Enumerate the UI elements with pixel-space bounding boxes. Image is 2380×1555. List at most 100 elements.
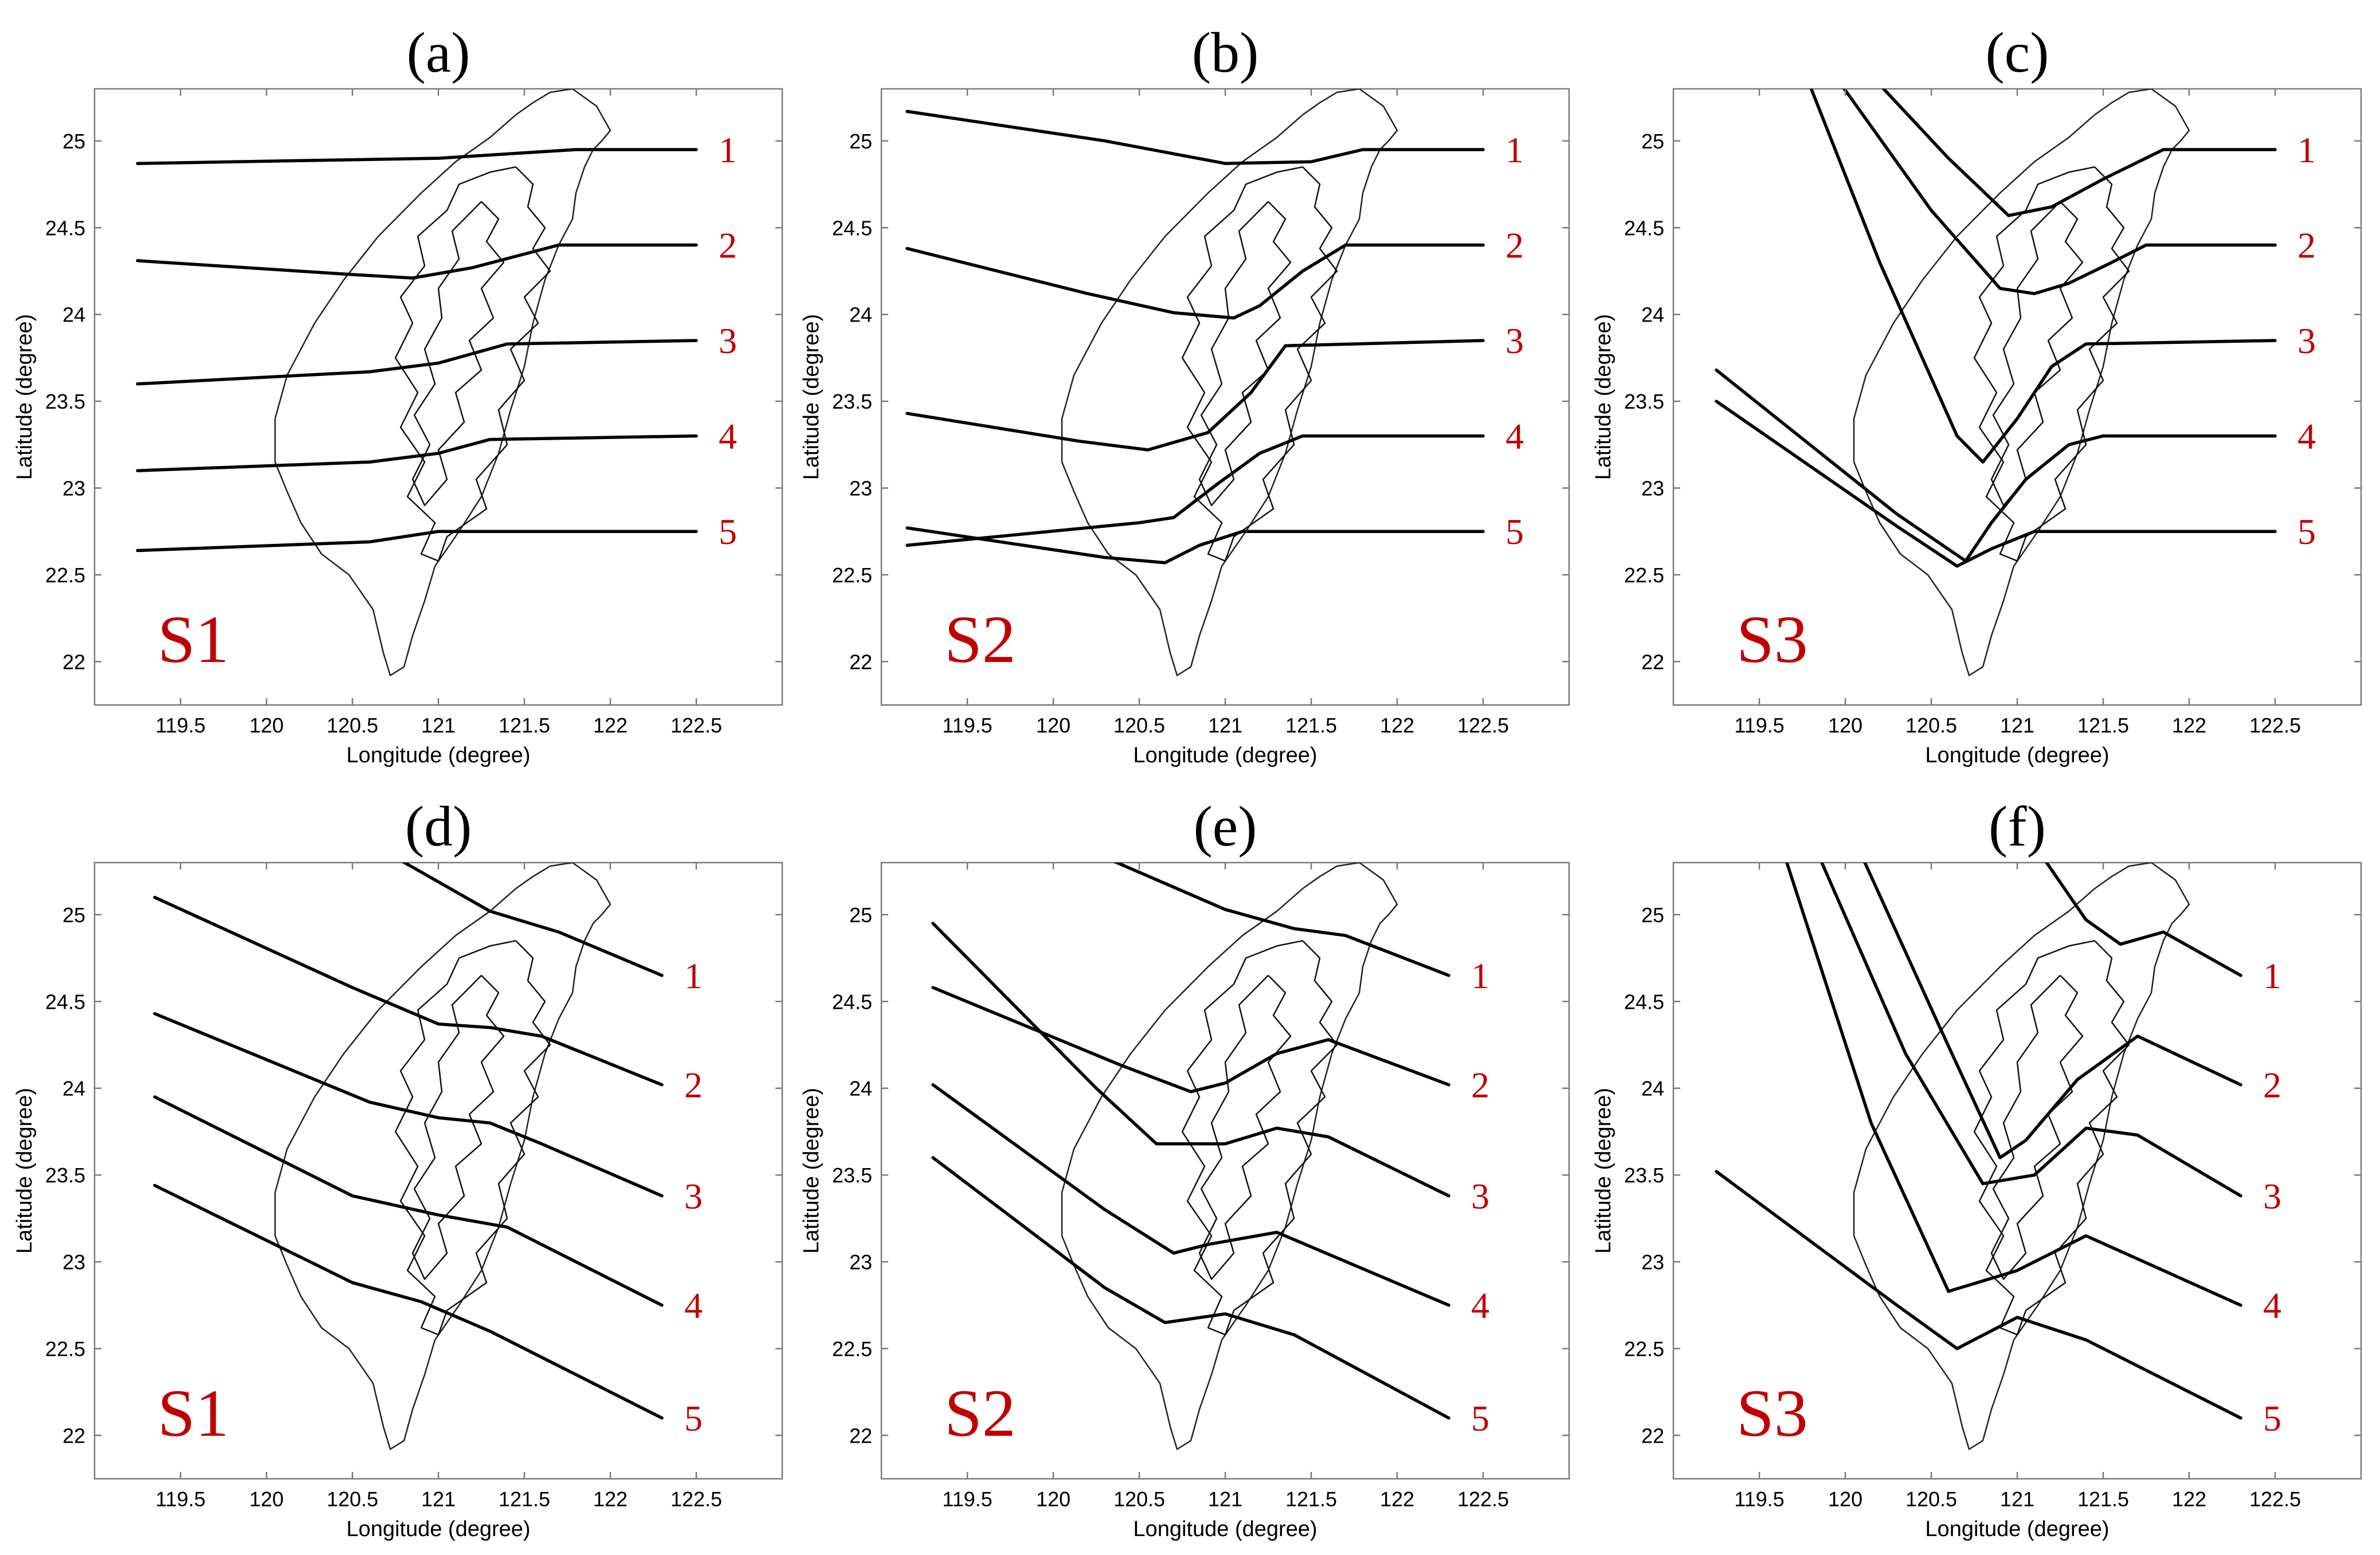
- x-tick-label: 119.5: [1734, 1487, 1784, 1511]
- scenario-label: S3: [1736, 602, 1808, 677]
- y-tick-label: 22: [62, 650, 85, 673]
- x-tick-label: 120.5: [1113, 714, 1165, 737]
- x-axis-label: Longitude (degree): [346, 743, 530, 767]
- panel-letter: (c): [1986, 21, 2049, 84]
- y-tick-label: 24: [849, 1077, 872, 1100]
- y-tick-label: 22: [62, 1424, 85, 1447]
- plot-frame: [1672, 88, 2362, 706]
- x-tick-label: 121: [1208, 1487, 1242, 1511]
- y-tick-label: 24: [849, 303, 872, 327]
- profile-line: [1715, 368, 2277, 563]
- profile-number-label: 2: [2297, 225, 2316, 266]
- y-tick-label: 22.5: [1624, 1337, 1664, 1361]
- x-tick-label: 120: [1828, 714, 1863, 737]
- y-tick-label: 23: [1641, 476, 1664, 500]
- taiwan-coastline: [1061, 89, 1398, 676]
- y-axis-label: Latitude (degree): [13, 314, 37, 480]
- x-tick-label: 122.5: [2249, 714, 2301, 737]
- plot-frame: [93, 88, 783, 706]
- profile-line: [905, 526, 1485, 565]
- profile-number-label: 3: [2297, 320, 2316, 361]
- x-tick-label: 120.5: [327, 1487, 378, 1511]
- x-tick-label: 119.5: [1734, 714, 1784, 737]
- y-tick-label: 23.5: [832, 390, 872, 413]
- elevation-contour: [1973, 940, 2130, 1335]
- y-tick-label: 23: [62, 1250, 85, 1274]
- y-tick-label: 22.5: [1624, 563, 1664, 587]
- x-tick-label: 119.5: [155, 1487, 205, 1511]
- y-tick-label: 22.5: [832, 563, 872, 587]
- x-tick-label: 121.5: [499, 714, 550, 737]
- profile-line: [153, 1184, 664, 1420]
- x-tick-label: 121: [421, 1487, 456, 1511]
- profile-line: [905, 109, 1485, 165]
- profile-number-label: 4: [2263, 1285, 2281, 1326]
- x-tick-label: 122: [1380, 1487, 1414, 1511]
- profile-number-label: 3: [684, 1176, 703, 1216]
- taiwan-coastline: [274, 89, 611, 676]
- panel-letter: (b): [1192, 21, 1259, 84]
- y-axis-label: Latitude (degree): [1591, 1088, 1616, 1254]
- profile-number-label: 5: [684, 1398, 703, 1439]
- x-tick-label: 122: [593, 1487, 628, 1511]
- y-axis-label: Latitude (degree): [799, 1088, 824, 1254]
- y-tick-label: 22: [849, 650, 872, 673]
- scenario-label: S2: [944, 602, 1016, 677]
- profile-number-label: 4: [719, 416, 737, 457]
- taiwan-coastline: [1061, 863, 1398, 1450]
- profile-number-label: 1: [2263, 955, 2281, 996]
- y-tick-label: 23: [849, 476, 872, 500]
- y-tick-label: 23.5: [832, 1164, 872, 1187]
- profile-number-label: 5: [1505, 511, 1524, 552]
- elevation-contour: [1990, 974, 2084, 1280]
- y-tick-label: 24: [62, 1077, 85, 1100]
- y-tick-label: 23.5: [1624, 1164, 1664, 1187]
- y-tick-label: 22.5: [45, 563, 85, 587]
- elevation-contour: [394, 166, 551, 562]
- profile-number-label: 5: [2263, 1398, 2281, 1439]
- y-axis-label: Latitude (degree): [1591, 314, 1616, 480]
- y-tick-label: 25: [1641, 903, 1664, 927]
- profile-number-label: 1: [719, 130, 737, 170]
- x-tick-label: 120: [249, 1487, 284, 1511]
- y-tick-label: 24.5: [1624, 216, 1664, 240]
- profile-line: [136, 339, 698, 386]
- plot-area: [1715, 89, 2277, 676]
- map-panel: (a)119.5 120 120.5 121 121.5 122 122.52222.523…: [13, 21, 783, 767]
- profile-number-label: 1: [1505, 130, 1524, 170]
- y-tick-label: 24.5: [45, 216, 85, 240]
- x-tick-label: 122.5: [671, 714, 722, 737]
- profile-line: [136, 434, 698, 472]
- y-tick-label: 25: [62, 130, 85, 153]
- x-tick-label: 119.5: [942, 714, 992, 737]
- profile-line: [1842, 89, 2277, 296]
- elevation-contour: [1198, 201, 1292, 507]
- x-tick-label: 120: [1036, 1487, 1071, 1511]
- taiwan-coastline: [1853, 863, 2190, 1450]
- map-panel: (e)119.5 120 120.5 121 121.5 122 122.52222.523…: [799, 794, 1570, 1541]
- x-tick-label: 122: [2172, 714, 2206, 737]
- plot-frame: [880, 88, 1570, 706]
- y-tick-label: 24.5: [832, 216, 872, 240]
- y-tick-label: 23.5: [1624, 390, 1664, 413]
- plot-area: [931, 863, 1450, 1450]
- x-tick-label: 119.5: [942, 1487, 992, 1511]
- profile-number-label: 1: [1471, 955, 1489, 996]
- x-tick-label: 122.5: [2249, 1487, 2301, 1511]
- profile-number-label: 3: [719, 320, 737, 361]
- x-tick-label: 121: [2000, 1487, 2034, 1511]
- panel-letter: (e): [1194, 794, 1257, 858]
- y-axis-label: Latitude (degree): [13, 1088, 37, 1254]
- x-tick-label: 120.5: [1113, 1487, 1165, 1511]
- profile-line: [931, 1156, 1450, 1420]
- y-tick-label: 22.5: [45, 1337, 85, 1361]
- profile-number-label: 1: [2297, 130, 2316, 170]
- profile-number-label: 2: [1505, 225, 1524, 266]
- profile-line: [1113, 863, 1450, 977]
- elevation-contour: [394, 940, 551, 1335]
- scenario-label: S1: [158, 1376, 229, 1451]
- y-tick-label: 25: [849, 903, 872, 927]
- profile-line: [136, 243, 698, 280]
- map-panel: (c)119.5 120 120.5 121 121.5 122 122.52222.523…: [1591, 21, 2362, 767]
